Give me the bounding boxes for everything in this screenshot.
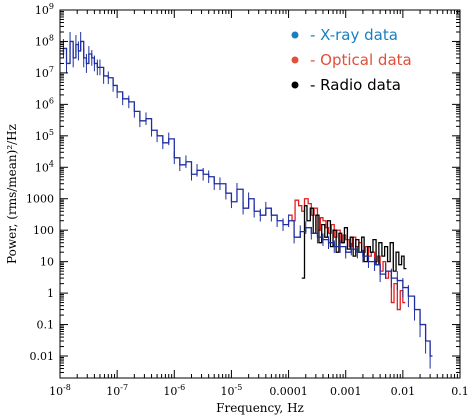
x-tick-label: 10-6	[163, 383, 185, 398]
legend-label: - Radio data	[310, 76, 401, 94]
axis-ticks	[59, 9, 461, 379]
x-tick-label: 10-8	[49, 383, 71, 398]
x-tick-label: 0.0001	[269, 385, 308, 398]
x-tick-label: 0.1	[451, 385, 469, 398]
x-tick-label: 0.001	[330, 385, 362, 398]
legend-label: - X-ray data	[310, 26, 398, 44]
y-tick-label: 109	[35, 2, 54, 17]
x-axis-title: Frequency, Hz	[216, 401, 304, 415]
y-tick-label: 105	[35, 128, 54, 143]
y-tick-label: 0.1	[37, 319, 55, 332]
y-tick-label: 1000	[26, 193, 54, 206]
legend-marker	[291, 31, 299, 39]
legend-marker	[291, 56, 299, 64]
series-line-2	[301, 205, 407, 279]
series-layer	[60, 32, 433, 369]
legend-label: - Optical data	[310, 51, 412, 69]
y-tick-label: 108	[35, 33, 54, 48]
plot-frame	[59, 9, 461, 379]
y-tick-label: 106	[35, 96, 54, 111]
x-tick-labels: 10-8 10-7 10-6 10-5 0.0001 0.001 0.01 0.1	[49, 383, 469, 398]
y-tick-label: 104	[35, 159, 54, 174]
x-tick-label: 10-7	[106, 383, 128, 398]
legend-marker	[291, 81, 299, 89]
y-tick-label: 1	[47, 287, 54, 300]
legend: - X-ray data - Optical data - Radio data	[291, 26, 412, 94]
x-tick-label: 0.01	[391, 385, 416, 398]
y-tick-label: 100	[33, 224, 54, 237]
y-tick-label: 10	[40, 256, 54, 269]
y-axis-title: Power, (rms/mean)²/Hz	[5, 124, 19, 264]
x-tick-label: 10-5	[221, 383, 243, 398]
y-tick-label: 107	[35, 65, 54, 80]
y-tick-label: 0.01	[30, 350, 55, 363]
y-tick-labels: 109 108 107 106 105 104 1000 100 10 1 0.1 0.01	[26, 2, 54, 363]
